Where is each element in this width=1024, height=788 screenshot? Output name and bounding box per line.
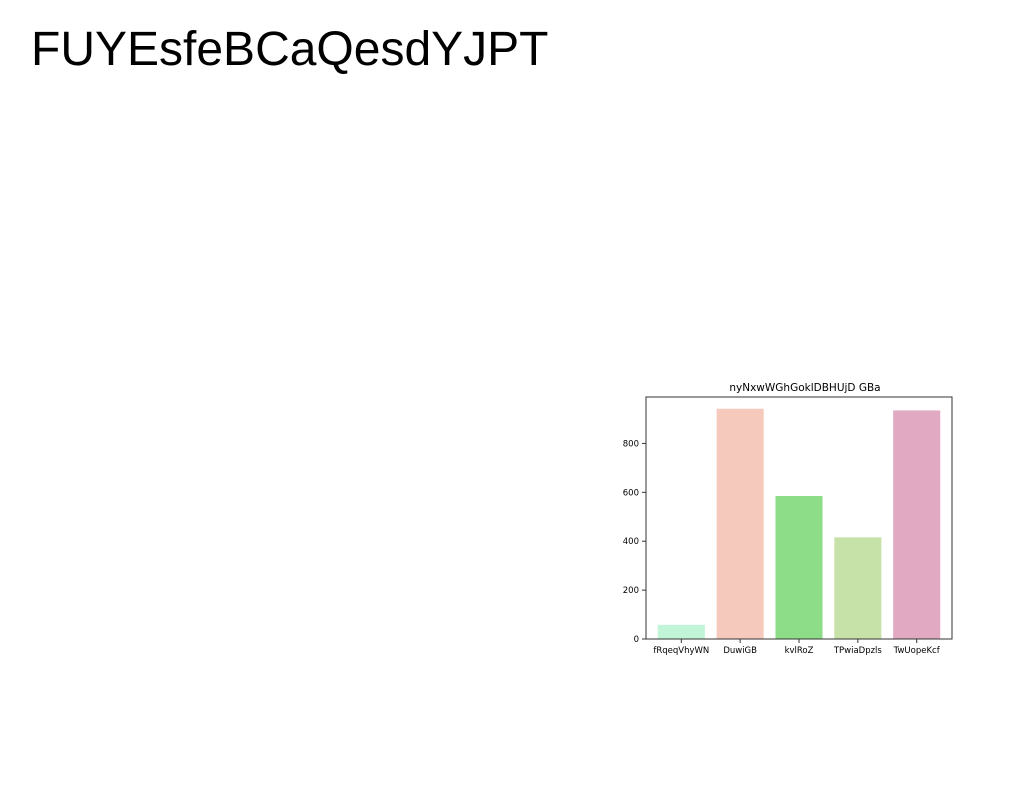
x-axis: fRqeqVhyWN DuwiGB kvlRoZ TPwiaDpzls TwUopeKc… [653, 639, 941, 656]
bar-chart: nyNxwWGhGoklDBHUjD GBa 0 200 400 600 800 fRq… [600, 370, 970, 670]
x-tick-label: kvlRoZ [785, 646, 814, 656]
bar-TPwiaDpzls [834, 537, 882, 639]
y-tick-label: 600 [623, 488, 639, 498]
bar-DuwiGB [716, 408, 764, 639]
x-tick-label: TwUopeKcf [893, 646, 941, 656]
chart-title: nyNxwWGhGoklDBHUjD GBa [729, 382, 880, 394]
y-tick-label: 0 [634, 635, 639, 645]
y-tick-label: 400 [623, 537, 639, 547]
bar-TwUopeKcf [893, 410, 941, 639]
y-tick-label: 200 [623, 586, 639, 596]
bar-fRqeqVhyWN [657, 624, 705, 639]
plot-frame [645, 396, 953, 640]
page-title: FUYEsfeBCaQesdYJPT [31, 23, 549, 76]
x-tick-label: TPwiaDpzls [833, 646, 883, 656]
y-axis: 0 200 400 600 800 [623, 439, 646, 645]
chart-canvas: nyNxwWGhGoklDBHUjD GBa 0 200 400 600 800 fRq… [623, 382, 953, 656]
bars-layer [657, 408, 941, 639]
bar-kvlRoZ [775, 496, 823, 639]
y-tick-label: 800 [623, 439, 639, 449]
x-tick-label: fRqeqVhyWN [653, 646, 709, 656]
x-tick-label: DuwiGB [723, 646, 757, 656]
